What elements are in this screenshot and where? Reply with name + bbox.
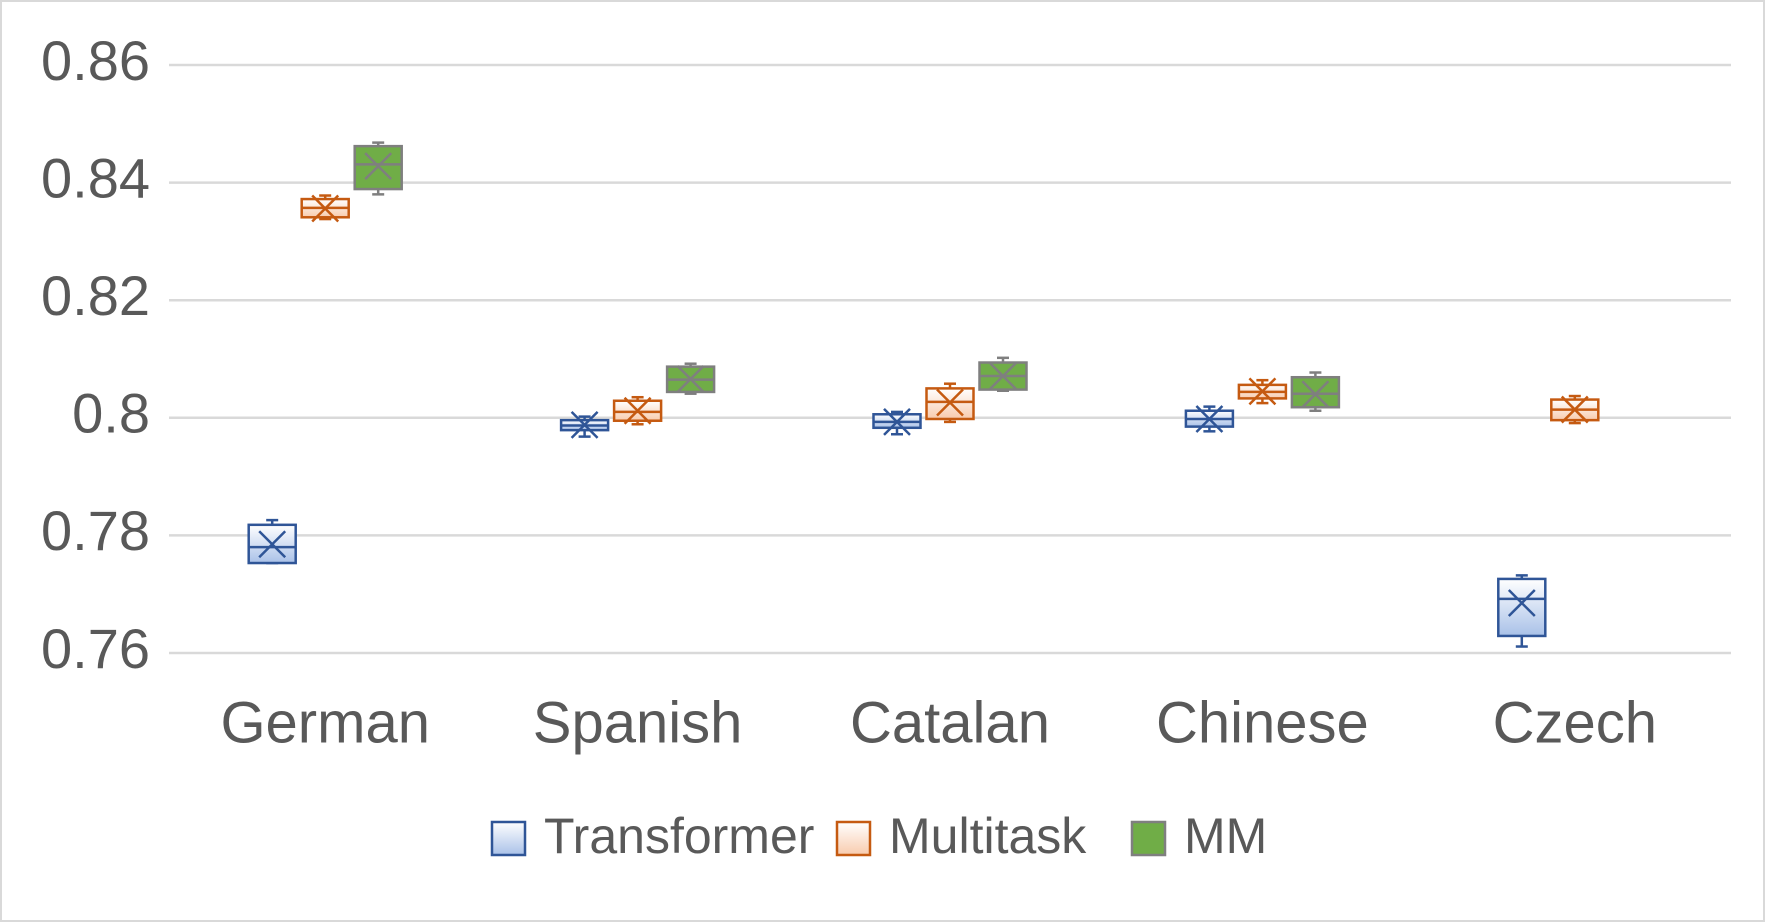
y-tick-label: 0.78 [41, 499, 150, 562]
legend-swatch [490, 820, 527, 857]
legend-label: MM [1184, 808, 1267, 864]
box [1290, 375, 1341, 409]
mean-marker [1248, 377, 1277, 406]
legend-label: Transformer [544, 808, 814, 864]
mean-marker [1195, 405, 1224, 433]
x-tick-label: Spanish [533, 690, 743, 755]
legend-label: Multitask [889, 808, 1087, 864]
box [1497, 577, 1547, 638]
mean-marker [570, 410, 599, 439]
x-tick-label: Chinese [1156, 690, 1369, 755]
mean-marker [1507, 589, 1536, 617]
x-tick-label: Catalan [850, 690, 1050, 755]
mean-marker [883, 408, 911, 436]
mean-marker [258, 530, 287, 559]
y-tick-label: 0.84 [41, 146, 150, 209]
mean-marker [676, 365, 705, 393]
y-tick-label: 0.86 [41, 29, 150, 92]
mean-marker [311, 194, 340, 223]
mean-marker [364, 152, 393, 181]
x-tick-label: Czech [1493, 690, 1657, 755]
box [353, 144, 403, 191]
mean-marker [623, 396, 652, 425]
mean-marker [1560, 395, 1589, 424]
mean-marker [989, 362, 1017, 390]
y-tick-label: 0.82 [41, 264, 150, 327]
mean-marker [936, 388, 964, 417]
mean-marker [1301, 380, 1330, 409]
legend-swatch [835, 820, 872, 857]
y-tick-label: 0.8 [72, 382, 150, 445]
legend-swatch [1130, 820, 1167, 857]
y-tick-label: 0.76 [41, 617, 150, 680]
box [247, 523, 297, 565]
x-tick-label: German [220, 690, 430, 755]
